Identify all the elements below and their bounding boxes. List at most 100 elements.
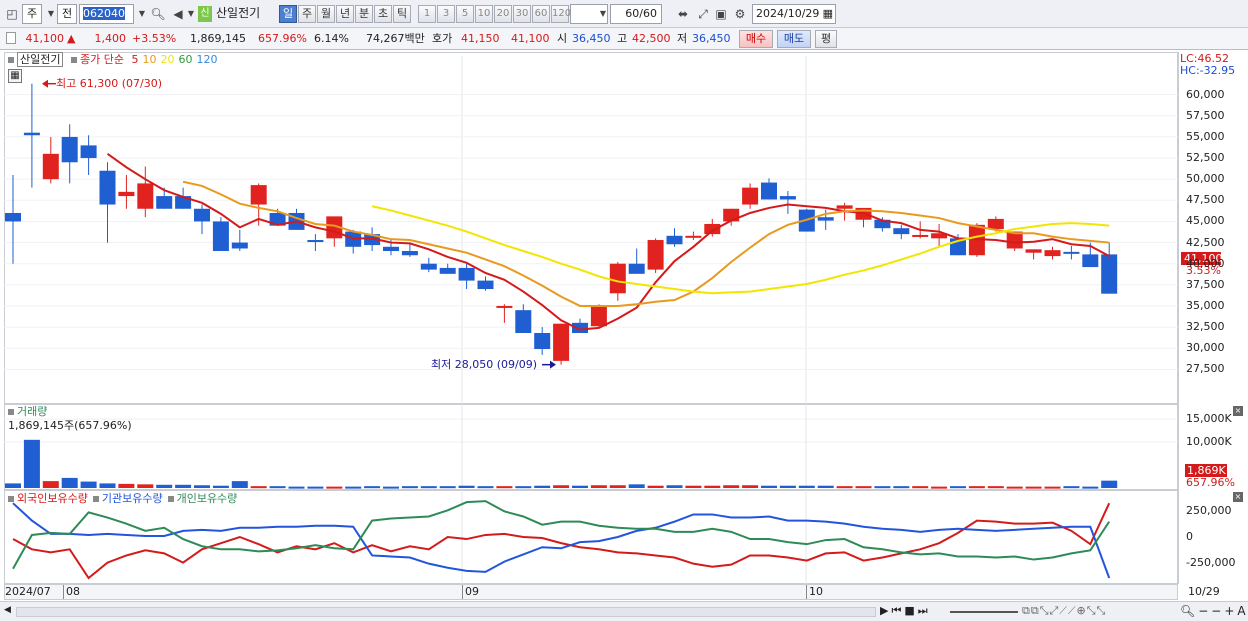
- legend-marker: [8, 496, 14, 502]
- last-price-tag: 41,100: [1181, 252, 1223, 265]
- x-axis-label: 09: [462, 585, 479, 599]
- playback-controls[interactable]: ▶⏮■⏭: [880, 604, 931, 617]
- volume-bar: [742, 485, 759, 488]
- save-icon[interactable]: ▣: [715, 7, 727, 21]
- volume-ratio: 657.96%: [258, 32, 307, 45]
- lc-label: LC:46.52: [1180, 52, 1230, 65]
- prev-select[interactable]: 전: [57, 4, 77, 24]
- tab-period-2[interactable]: 월: [317, 5, 335, 23]
- volume-bar: [987, 486, 1004, 489]
- tab-period-5[interactable]: 초: [374, 5, 392, 23]
- open-label: 시: [557, 32, 568, 45]
- price-tick-label: 42,500: [1186, 235, 1225, 249]
- volume-chart: [4, 406, 1178, 490]
- zoom-tools-icon[interactable]: 🔍︎−−+A: [1180, 604, 1248, 618]
- holdings-line-foreign: [12, 502, 1111, 580]
- interval-button-1[interactable]: 3: [437, 5, 455, 23]
- interval-button-2[interactable]: 5: [456, 5, 474, 23]
- volume-bar: [42, 481, 59, 488]
- candle-body: [893, 228, 910, 235]
- count-input[interactable]: 60/60: [610, 4, 662, 24]
- low-label: 저: [677, 32, 688, 45]
- interval-button-0[interactable]: 1: [418, 5, 436, 23]
- interval-button-7[interactable]: 120: [551, 5, 571, 23]
- tab-period-4[interactable]: 분: [355, 5, 373, 23]
- tab-period-1[interactable]: 주: [298, 5, 316, 23]
- interval-button-4[interactable]: 20: [494, 5, 512, 23]
- table-icon[interactable]: ▦: [8, 69, 22, 83]
- volume-bar: [647, 485, 664, 488]
- candle-body: [874, 219, 891, 229]
- market-select[interactable]: 주: [22, 4, 42, 24]
- volume-close-icon[interactable]: ×: [1233, 406, 1243, 416]
- speaker-dropdown-icon[interactable]: ▼: [187, 9, 195, 18]
- volume-bar: [383, 486, 399, 489]
- volume-bar: [212, 485, 229, 488]
- price-tick-label: 40,000: [1186, 256, 1225, 270]
- interval-button-5[interactable]: 30: [513, 5, 531, 23]
- holdings-tick-label: -250,000: [1186, 555, 1236, 569]
- buy-button[interactable]: 매수: [739, 30, 773, 48]
- speaker-icon[interactable]: ◀︎: [173, 7, 183, 21]
- eval-button[interactable]: 평: [815, 30, 837, 48]
- candle-body: [647, 240, 664, 270]
- ma-legend-20: 20: [160, 53, 175, 66]
- high-note: 최고 61,300 (07/30): [56, 76, 163, 90]
- code-dropdown-icon[interactable]: ▼: [138, 9, 146, 18]
- candle-body: [1101, 254, 1118, 294]
- volume-panel: [4, 404, 1178, 490]
- tab-period-3[interactable]: 년: [336, 5, 354, 23]
- settings-gear-icon[interactable]: ⚙: [734, 7, 746, 21]
- candle-body: [477, 280, 494, 290]
- holdings-tick-label: 250,000: [1186, 504, 1232, 518]
- calendar-icon[interactable]: ▦: [822, 7, 833, 20]
- price-tick-label: 45,000: [1186, 214, 1225, 228]
- ma-legend: 5 10 20 60 120: [127, 53, 217, 66]
- ma-legend-5: 5: [131, 53, 139, 66]
- candle-body: [364, 234, 381, 246]
- volume-bar: [288, 486, 305, 489]
- zoom-icon[interactable]: ⬌: [677, 7, 689, 21]
- volume-bar: [1101, 480, 1118, 488]
- price-tick-label: 30,000: [1186, 341, 1225, 355]
- volume-bar: [231, 481, 248, 488]
- price-tick-label: 27,500: [1186, 362, 1225, 376]
- x-axis: [4, 584, 1178, 600]
- ma-legend-120: 120: [196, 53, 218, 66]
- volume-bar: [798, 485, 815, 488]
- stock-tag: 산일전기: [17, 52, 64, 67]
- scroll-track[interactable]: [16, 607, 876, 617]
- draw-icon[interactable]: ⤢: [698, 7, 708, 21]
- holdings-close-icon[interactable]: ×: [1233, 492, 1243, 502]
- price-chart: [4, 56, 1178, 404]
- volume-bar: [685, 485, 702, 488]
- stock-code-input[interactable]: 062040: [79, 4, 134, 24]
- interval-input[interactable]: [570, 4, 608, 24]
- candle-body: [23, 132, 40, 136]
- volume-bar: [515, 486, 532, 489]
- candle-body: [118, 191, 135, 197]
- interval-dropdown-icon[interactable]: ▼: [599, 9, 607, 18]
- volume-bar: [477, 486, 494, 489]
- candle-body: [987, 218, 1004, 230]
- tab-period-0[interactable]: 일: [279, 5, 297, 23]
- quote-checkbox[interactable]: [6, 32, 16, 44]
- price-tick-label: 55,000: [1186, 129, 1225, 143]
- tab-period-6[interactable]: 틱: [393, 5, 411, 23]
- scroll-left-icon[interactable]: ◀: [4, 605, 11, 615]
- low-price: 36,450: [692, 32, 731, 45]
- search-icon[interactable]: 🔍︎: [150, 7, 166, 21]
- market-dropdown-icon[interactable]: ▼: [47, 9, 55, 18]
- window-icon[interactable]: ◰: [6, 7, 18, 21]
- hc-label: HC:-32.95: [1180, 64, 1236, 77]
- zoom-slider[interactable]: [950, 611, 1018, 613]
- candle-body: [61, 136, 78, 163]
- sell-button[interactable]: 매도: [777, 30, 811, 48]
- candle-body: [761, 182, 777, 200]
- stock-code-value: 062040: [83, 7, 125, 20]
- drawing-tools-icon[interactable]: ⧉⧉⤡⤢⟋⟋⊕⤡⤡: [1022, 604, 1107, 617]
- interval-button-3[interactable]: 10: [475, 5, 493, 23]
- date-value: 2024/10/29: [756, 7, 820, 20]
- date-input[interactable]: 2024/10/29 ▦: [752, 4, 836, 24]
- interval-button-6[interactable]: 60: [532, 5, 550, 23]
